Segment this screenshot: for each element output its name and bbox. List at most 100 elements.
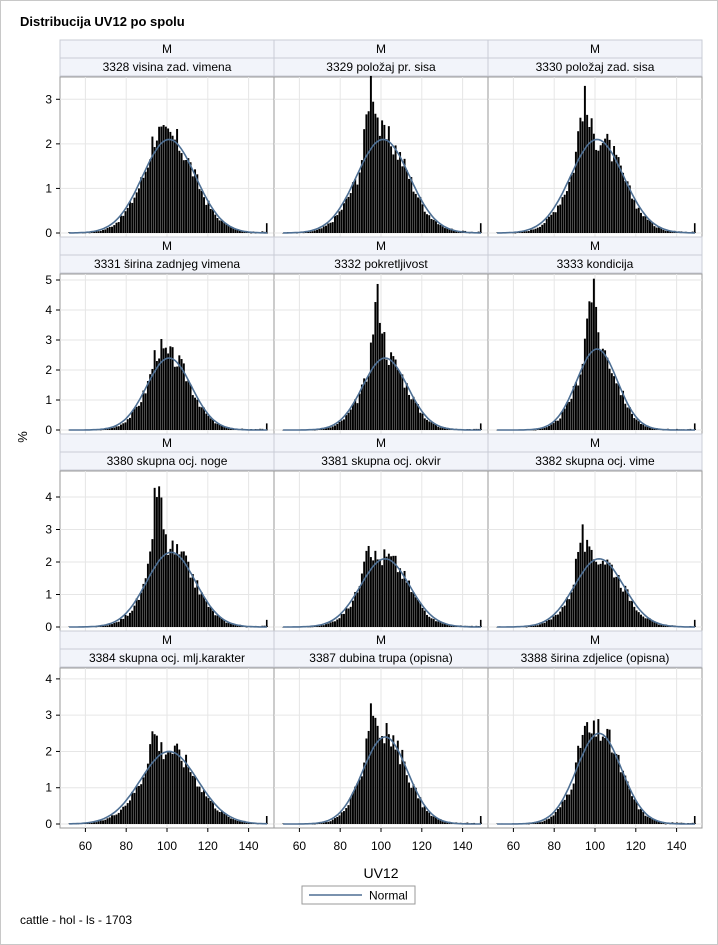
histogram-bar [232,819,235,824]
histogram-bar [613,376,616,430]
histogram-bar [619,587,622,627]
histogram-bar [390,746,393,824]
histogram-bar [334,818,336,824]
histogram-bar [167,554,170,627]
histogram-bar [223,222,226,233]
y-tick-label: 3 [45,523,52,537]
histogram-bar [340,812,343,824]
y-tick-label: 1 [45,588,52,602]
histogram-bar [245,626,248,628]
histogram-bar [149,744,152,824]
histogram-bar [160,126,163,233]
histogram-bar [644,426,647,430]
histogram-bar [622,172,625,233]
histogram-bar [530,625,533,627]
histogram-bar [102,820,105,824]
histogram-bar [111,428,113,430]
histogram-bar [218,616,221,627]
histogram-bar [556,614,559,627]
histogram-bar [320,228,323,233]
histogram-bar [633,199,636,233]
histogram-bar [227,816,230,824]
histogram-bar [232,624,235,627]
histogram-bar [410,177,413,233]
histogram-bar [338,618,341,627]
y-tick-label: 4 [45,303,52,317]
histogram-bar [200,592,203,627]
histogram-bar [178,749,181,824]
histogram-bar [534,429,537,431]
histogram-bar [381,333,384,430]
histogram-bar [329,622,332,627]
histogram-bar [229,818,232,824]
histogram-bar [331,222,334,233]
panel-group-label: M [162,633,172,647]
histogram-bar [155,497,158,627]
histogram-bar [617,754,620,824]
histogram-bar [545,819,548,824]
histogram-bar [131,791,134,824]
histogram-bar [572,172,575,233]
histogram-bar [124,422,127,430]
histogram-bar [220,220,223,233]
histogram-bar [194,587,197,627]
histogram-bar [140,402,143,430]
histogram-bar [417,599,419,627]
histogram-bar [117,812,120,824]
histogram-bar [390,146,393,233]
histogram-bar [385,139,388,233]
x-tick-label: 80 [548,839,562,853]
panel-group-label: M [590,239,600,253]
normal-curve [69,357,267,431]
histogram-bar [383,549,386,627]
y-tick-label: 5 [45,273,52,287]
histogram-bar [340,420,343,430]
histogram-bar [135,192,138,233]
histogram-bar [637,612,640,627]
histogram-bar [588,732,591,824]
histogram-bar [662,229,665,233]
histogram-bar [225,814,228,824]
histogram-bar [622,591,625,627]
panel-group-label: M [590,633,600,647]
histogram-bar [173,366,176,430]
histogram-bar [322,226,325,233]
histogram-bar [216,423,219,430]
histogram-bar [568,401,571,430]
histogram-bar [426,811,428,824]
histogram-bar [617,574,620,627]
histogram-bar [236,229,239,233]
histogram-bar [151,731,154,824]
histogram-bar [372,334,375,430]
histogram-bar [595,561,598,627]
histogram-bar [365,381,368,430]
histogram-bar [534,625,537,627]
histogram-bar [541,428,544,430]
histogram-bar [450,228,453,233]
histogram-bar [648,817,651,824]
histogram-bar [133,197,136,233]
histogram-bar [149,159,152,233]
histogram-bar [693,816,696,824]
histogram-bar [90,822,93,824]
histogram-bar [173,745,176,824]
histogram-bar [176,128,179,233]
histogram-bar [568,599,571,627]
histogram-bar [577,745,580,824]
histogram-bar [556,420,559,430]
histogram-bar [479,223,482,233]
histogram-bar [133,408,136,430]
histogram-bar [171,540,174,627]
histogram-bar [137,785,140,824]
y-tick-label: 1 [45,781,52,795]
histogram-bar [225,427,228,430]
histogram-bar [608,562,611,627]
histogram-bar [405,383,408,430]
histogram-bar [601,143,604,233]
histogram-bar [238,821,241,824]
histogram-bar [374,717,377,824]
histogram-bar [169,752,172,824]
histogram-bar [430,219,433,233]
normal-curve [283,357,481,431]
histogram-bar [631,600,633,627]
